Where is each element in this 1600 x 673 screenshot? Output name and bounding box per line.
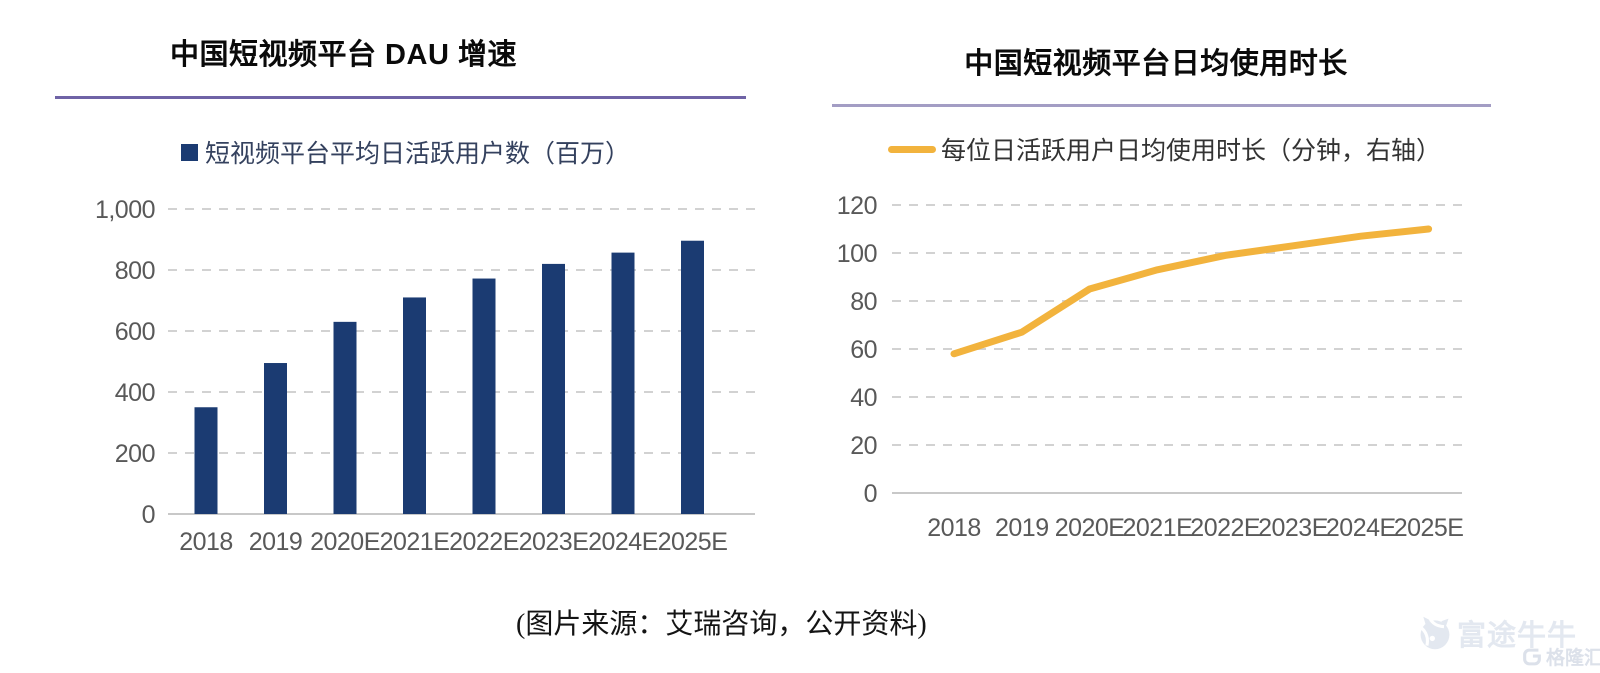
x-tick-label: 2021E xyxy=(1123,514,1193,542)
bar-2025E xyxy=(681,240,704,514)
y-tick-label: 20 xyxy=(850,432,877,460)
gelonghui-watermark: 格隆汇 xyxy=(1521,643,1600,670)
y-tick-label: 0 xyxy=(142,501,155,529)
left-chart-title: 中国短视频平台 DAU 增速 xyxy=(170,39,517,71)
x-tick-label: 2022E xyxy=(1190,514,1260,542)
left-legend-label: 短视频平台平均日活跃用户数（百万） xyxy=(205,141,631,168)
x-tick-label: 2022E xyxy=(449,528,519,556)
y-tick-label: 1,000 xyxy=(95,196,155,224)
x-tick-label: 2023E xyxy=(519,528,589,556)
bar-2018 xyxy=(194,407,218,514)
bar-legend-swatch-icon xyxy=(181,143,198,161)
bar-2020E xyxy=(333,321,357,514)
x-tick-label: 2018 xyxy=(179,528,233,556)
y-tick-label: 100 xyxy=(837,240,877,268)
gelonghui-watermark-label: 格隆汇 xyxy=(1546,648,1600,669)
y-tick-label: 80 xyxy=(850,288,877,316)
left-chart-legend: 短视频平台平均日活跃用户数（百万） xyxy=(181,134,630,170)
futu-bull-icon xyxy=(1417,616,1450,650)
x-tick-label: 2019 xyxy=(995,514,1049,542)
bar-2023E xyxy=(542,263,565,514)
y-tick-label: 200 xyxy=(115,440,155,468)
line-legend-swatch-icon xyxy=(888,145,936,153)
x-tick-label: 2024E xyxy=(1326,514,1396,542)
x-tick-label: 2025E xyxy=(1394,514,1464,542)
bar-2024E xyxy=(611,252,635,514)
x-tick-label: 2020E xyxy=(310,528,380,556)
right-chart-title: 中国短视频平台日均使用时长 xyxy=(964,48,1348,80)
gelonghui-logo-icon xyxy=(1523,648,1541,665)
x-tick-label: 2020E xyxy=(1055,514,1125,542)
usage-line-path xyxy=(950,225,1433,358)
x-tick-label: 2018 xyxy=(927,514,981,542)
bar-2021E xyxy=(403,297,426,514)
bar-2019 xyxy=(264,363,287,514)
y-tick-label: 600 xyxy=(115,318,155,346)
right-title-divider xyxy=(832,104,1491,107)
x-tick-label: 2024E xyxy=(588,528,658,556)
y-tick-label: 0 xyxy=(864,480,877,508)
x-tick-label: 2023E xyxy=(1258,514,1328,542)
futu-watermark-label: 富途牛牛 xyxy=(1457,620,1578,652)
source-caption: (图片来源：艾瑞咨询，公开资料) xyxy=(516,609,927,640)
futu-watermark: 富途牛牛 xyxy=(1417,612,1577,654)
dau-bar-chart: 0 200 400 600 800 1,000 2018 2019 2020E 2021E 2022… xyxy=(95,196,755,556)
y-tick-label: 120 xyxy=(837,192,877,220)
right-chart-legend: 每位日活跃用户日均使用时长（分钟，右轴） xyxy=(888,131,1441,167)
left-title-divider xyxy=(55,96,746,99)
y-tick-label: 400 xyxy=(115,379,155,407)
bar-2022E xyxy=(472,278,496,514)
x-tick-label: 2025E xyxy=(658,528,728,556)
x-tick-label: 2019 xyxy=(249,528,303,556)
y-tick-label: 40 xyxy=(850,384,877,412)
right-legend-label: 每位日活跃用户日均使用时长（分钟，右轴） xyxy=(941,138,1442,165)
y-tick-label: 60 xyxy=(850,336,877,364)
x-tick-label: 2021E xyxy=(380,528,450,556)
y-tick-label: 800 xyxy=(115,257,155,285)
